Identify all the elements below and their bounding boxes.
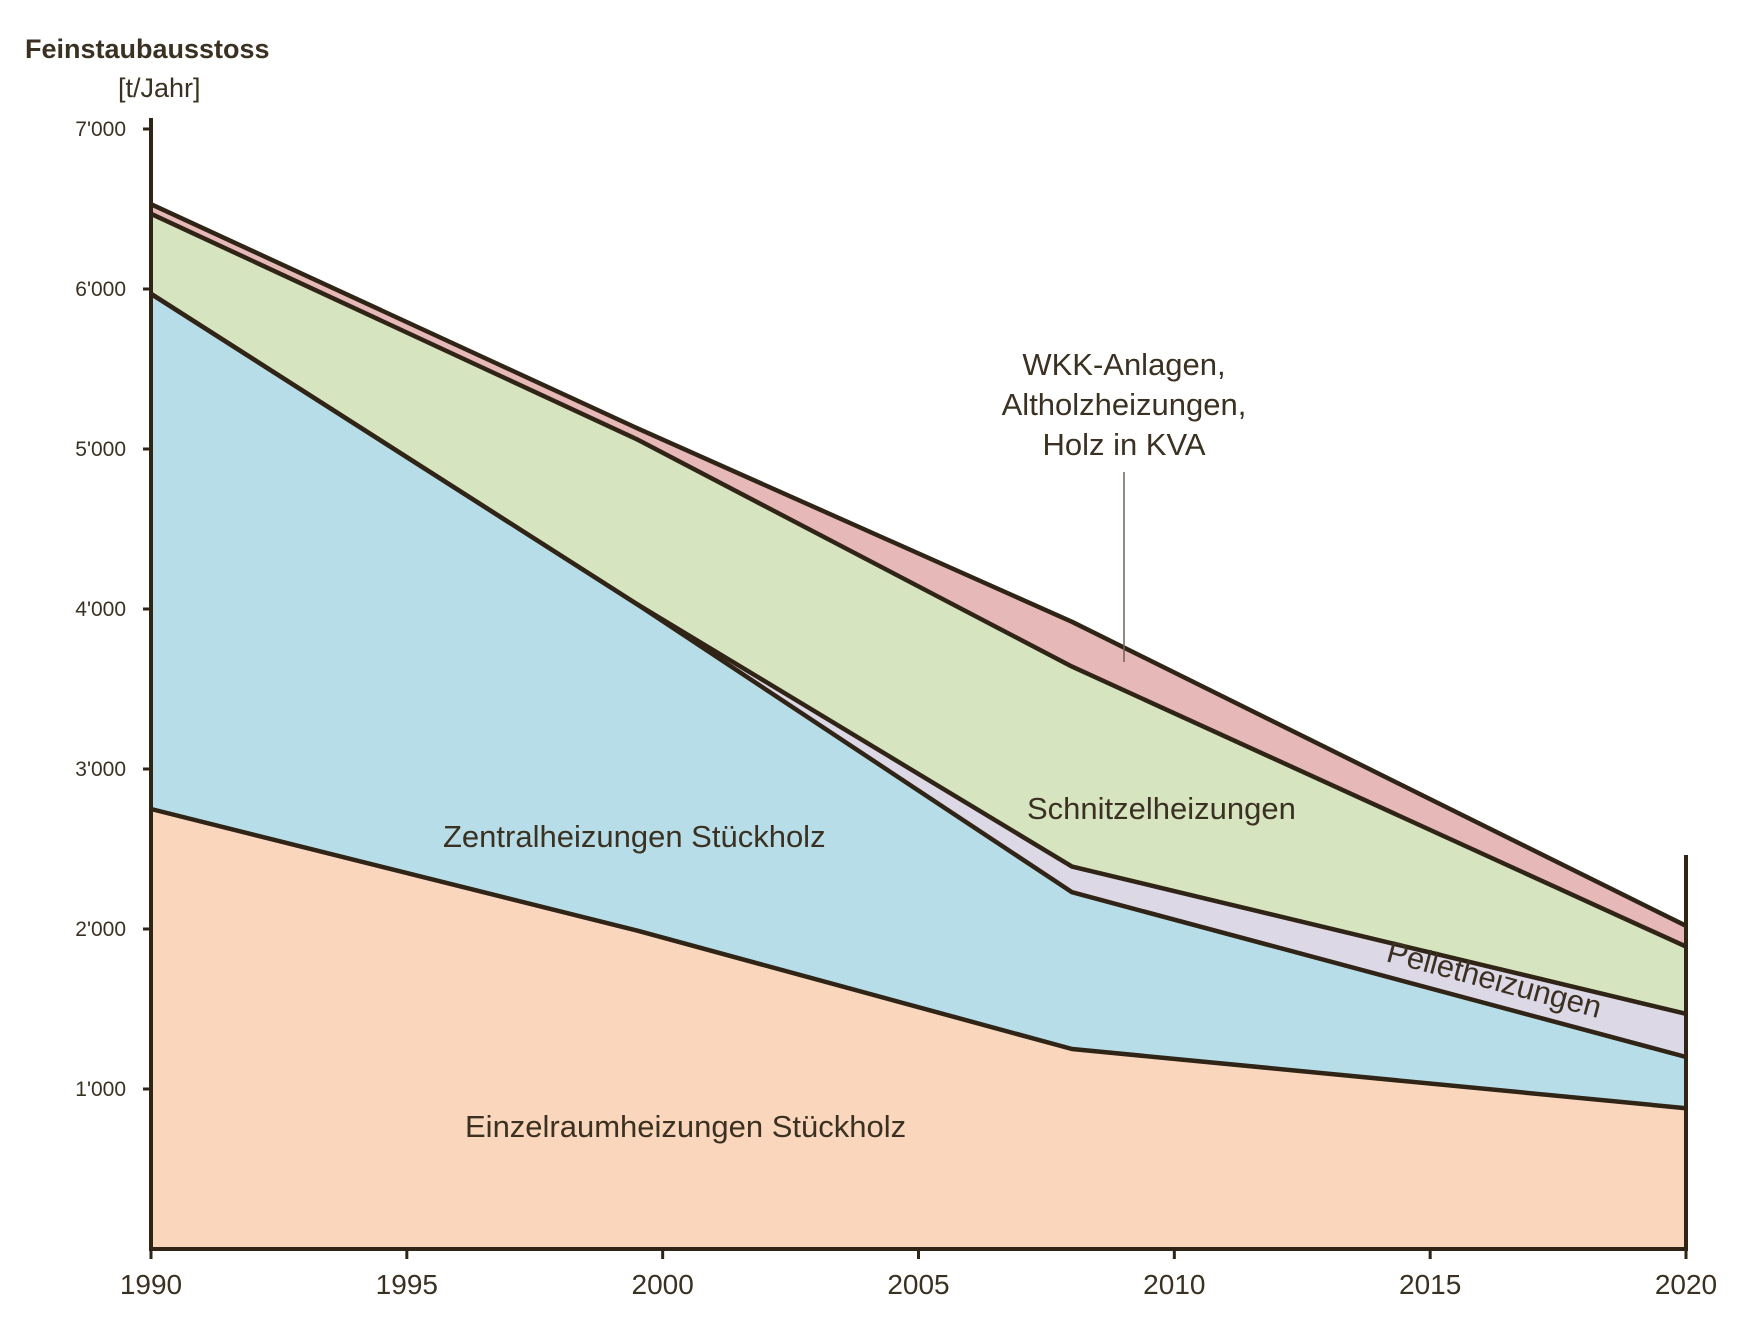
label-wkk-anlagen: WKK-Anlagen, Altholzheizungen, Holz in K… bbox=[1002, 347, 1247, 462]
area-layers bbox=[149, 202, 1687, 1249]
x-tick-label: 1995 bbox=[376, 1269, 438, 1300]
x-tick-label: 1990 bbox=[120, 1269, 182, 1300]
boundary-line-pelletheizungen bbox=[149, 291, 1687, 1016]
y-tick-label: 2'000 bbox=[75, 918, 126, 941]
y-axis-unit: [t/Jahr] bbox=[118, 73, 201, 103]
label-wkk-line-2: Altholzheizungen, bbox=[1002, 387, 1247, 422]
boundary-line-einzelraumheizungen-stückholz bbox=[150, 806, 1687, 1111]
x-tick-label: 2010 bbox=[1143, 1269, 1205, 1300]
x-tick-label: 2020 bbox=[1655, 1269, 1717, 1300]
label-zentralheizungen: Zentralheizungen Stückholz bbox=[443, 819, 826, 854]
y-tick-label: 6'000 bbox=[75, 278, 126, 301]
x-tick-label: 2015 bbox=[1399, 1269, 1461, 1300]
boundary-line-wkk-anlagen bbox=[150, 202, 1687, 928]
label-schnitzelheizungen: Schnitzelheizungen bbox=[1027, 791, 1296, 826]
boundary-line-schnitzelheizungen bbox=[150, 211, 1687, 949]
label-wkk-line-1: WKK-Anlagen, bbox=[1022, 347, 1225, 382]
tick-labels: 1'000 2'000 3'000 4'000 5'000 6'000 7'000 1990 1… bbox=[75, 118, 1717, 1300]
y-tick-label: 5'000 bbox=[75, 438, 126, 461]
x-tick-label: 2000 bbox=[632, 1269, 694, 1300]
area-einzelraumheizungen-stückholz bbox=[151, 809, 1686, 1249]
area-schnitzelheizungen bbox=[151, 213, 1686, 1014]
x-tick-label: 2005 bbox=[887, 1269, 949, 1300]
y-tick-label: 7'000 bbox=[75, 118, 126, 141]
label-wkk-line-3: Holz in KVA bbox=[1042, 427, 1205, 462]
y-tick-label: 1'000 bbox=[75, 1078, 126, 1101]
area-pelletheizungen bbox=[151, 293, 1686, 1057]
y-tick-label: 4'000 bbox=[75, 598, 126, 621]
label-einzelraumheizungen: Einzelraumheizungen Stückholz bbox=[465, 1109, 906, 1144]
y-tick-label: 3'000 bbox=[75, 758, 126, 781]
y-axis-title: Feinstaubausstoss bbox=[25, 34, 270, 64]
